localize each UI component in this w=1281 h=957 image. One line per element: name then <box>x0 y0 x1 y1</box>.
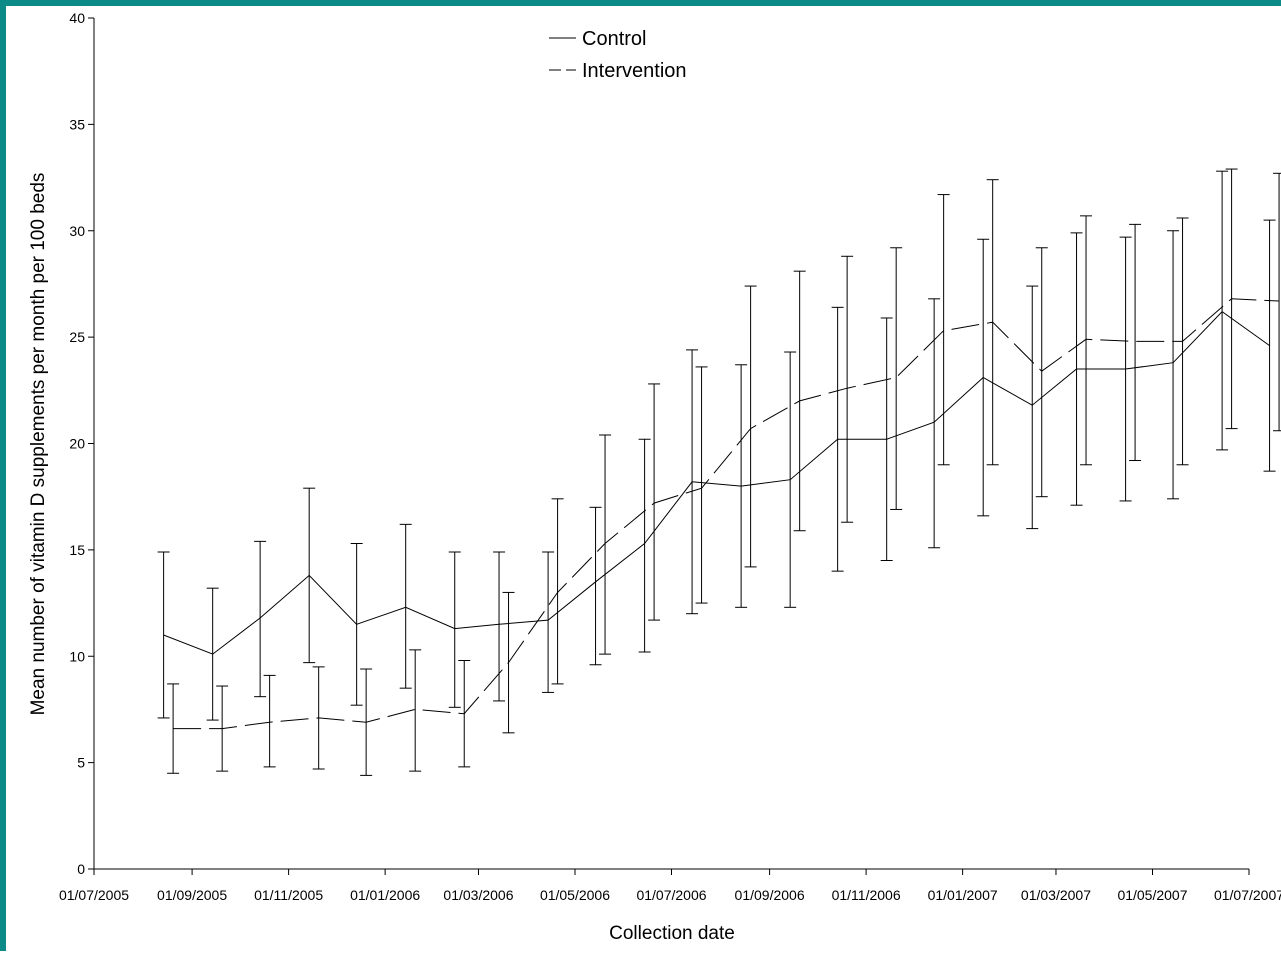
x-tick-label: 01/07/2005 <box>59 887 129 903</box>
y-tick-label: 40 <box>69 10 85 26</box>
x-tick-label: 01/05/2007 <box>1117 887 1187 903</box>
y-tick-label: 30 <box>69 223 85 239</box>
x-tick-label: 01/09/2006 <box>735 887 805 903</box>
y-tick-label: 10 <box>69 648 85 664</box>
x-tick-label: 01/07/2006 <box>636 887 706 903</box>
x-tick-label: 01/03/2007 <box>1021 887 1091 903</box>
series-line <box>173 299 1279 729</box>
y-tick-label: 5 <box>77 755 85 771</box>
x-tick-label: 01/11/2005 <box>254 887 323 903</box>
y-axis-title: Mean number of vitamin D supplements per… <box>28 173 49 716</box>
y-tick-label: 35 <box>69 116 85 132</box>
x-tick-label: 01/09/2005 <box>157 887 227 903</box>
series-intervention <box>167 169 1281 775</box>
x-tick-label: 01/01/2006 <box>350 887 420 903</box>
axes: 0 5 10 15 20 25 30 35 40 01/07/2005 01/09/2005 01/1… <box>59 10 1281 903</box>
x-axis-title: Collection date <box>609 923 735 944</box>
legend: Control Intervention <box>549 28 687 82</box>
x-tick-label: 01/03/2006 <box>443 887 513 903</box>
y-tick-label: 15 <box>69 542 85 558</box>
series-line <box>164 312 1270 654</box>
series-control <box>158 171 1276 720</box>
x-tick-label: 01/01/2007 <box>928 887 998 903</box>
y-tick-label: 0 <box>77 861 85 877</box>
vitamin-d-line-chart: 0 5 10 15 20 25 30 35 40 01/07/2005 01/09/2005 01/1… <box>6 6 1281 957</box>
y-tick-label: 20 <box>69 436 85 452</box>
y-tick-label: 25 <box>69 329 85 345</box>
legend-label-intervention: Intervention <box>582 60 687 82</box>
x-tick-label: 01/07/2007 <box>1214 887 1281 903</box>
x-tick-label: 01/05/2006 <box>540 887 610 903</box>
legend-label-control: Control <box>582 28 646 50</box>
x-tick-label: 01/11/2006 <box>832 887 901 903</box>
series-layer <box>158 169 1281 775</box>
